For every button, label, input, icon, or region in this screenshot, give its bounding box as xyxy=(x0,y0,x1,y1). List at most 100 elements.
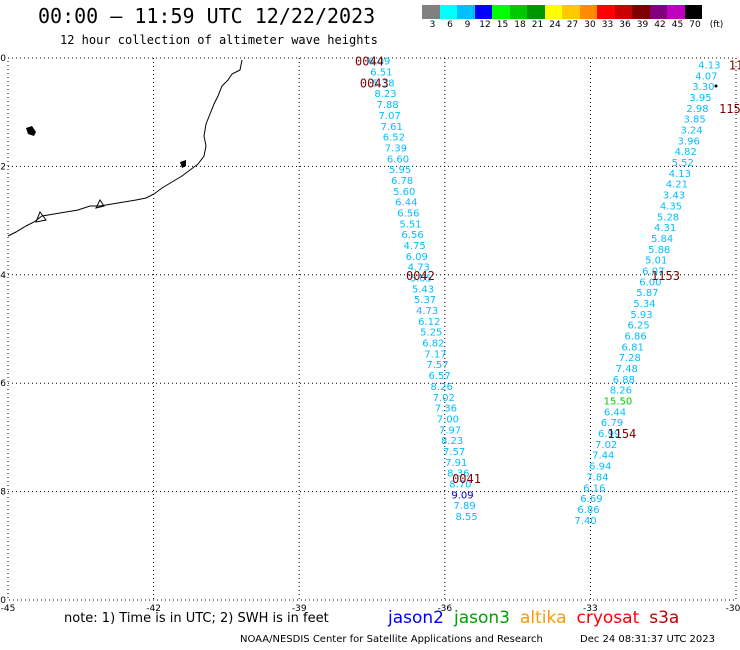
wave-height-label: 6.25 xyxy=(627,321,649,332)
map-frame xyxy=(7,57,737,601)
legend-jason3: jason3 xyxy=(454,608,510,628)
pass-time-label: 1153 xyxy=(651,269,680,283)
wave-height-label: 4.35 xyxy=(660,201,682,212)
wave-height-label: 7.36 xyxy=(435,404,457,415)
wave-height-label: 7.89 xyxy=(453,501,475,512)
longitude-tick-label: -36 xyxy=(437,604,452,614)
wave-height-label: 4.82 xyxy=(675,147,697,158)
wave-height-label: 6.88 xyxy=(613,375,635,386)
wave-height-label: 4.13 xyxy=(698,61,720,72)
wave-height-label: 6.94 xyxy=(589,462,611,473)
wave-height-label: 6.09 xyxy=(406,252,428,263)
longitude-tick-label: -33 xyxy=(583,604,598,614)
wave-height-label: 7.48 xyxy=(616,364,638,375)
wave-height-label: 3.30 xyxy=(692,82,714,93)
wave-height-label: 7.44 xyxy=(592,451,614,462)
page-title: 00:00 – 11:59 UTC 12/22/2023 xyxy=(38,4,376,28)
color-scale-label: 6 xyxy=(447,20,453,30)
color-scale-label: 33 xyxy=(601,20,614,30)
wave-height-label: 5.87 xyxy=(636,288,658,299)
color-scale-label: 18 xyxy=(514,20,526,30)
wave-height-label: 8.26 xyxy=(431,382,453,393)
wave-height-label: 7.17 xyxy=(424,349,446,360)
wave-height-label: 5.51 xyxy=(399,219,421,230)
wave-height-label: 5.93 xyxy=(630,310,652,321)
bay-outline xyxy=(35,210,47,223)
pass-time-label: 0041 xyxy=(452,472,481,486)
wave-height-label: 6.99 xyxy=(598,429,620,440)
color-swatch xyxy=(667,5,685,19)
color-swatch xyxy=(527,5,545,19)
color-scale-label: 3 xyxy=(429,20,436,30)
coastline xyxy=(7,59,243,237)
wave-height-label: 3.95 xyxy=(689,93,711,104)
latitude-tick-label: -22 xyxy=(0,162,6,172)
wave-height-label: 4.75 xyxy=(404,241,426,252)
wave-height-label: 6.81 xyxy=(622,342,644,353)
color-scale-label: 9 xyxy=(464,20,471,30)
wave-height-label: 5.25 xyxy=(420,328,442,339)
lat-lon-grid xyxy=(8,58,736,600)
latitude-tick-label: -26 xyxy=(0,379,6,389)
wave-height-label: 6.09 xyxy=(368,57,390,68)
color-swatch xyxy=(492,5,510,19)
wave-height-label: 5.37 xyxy=(414,295,436,306)
color-swatch xyxy=(614,5,632,19)
color-scale-label: 39 xyxy=(636,20,649,30)
wave-height-label: 6.44 xyxy=(395,198,417,209)
wave-height-label: 5.43 xyxy=(412,284,434,295)
wave-height-label: 8.26 xyxy=(610,386,632,397)
wave-height-label: 5.88 xyxy=(648,245,670,256)
wave-height-label: 4.13 xyxy=(669,169,691,180)
legend-s3a: s3a xyxy=(649,608,680,628)
pass-time-label: 1154 xyxy=(607,427,636,441)
wave-height-label: 5.34 xyxy=(633,299,655,310)
longitude-tick-label: -39 xyxy=(292,604,307,614)
map-border xyxy=(7,57,737,601)
color-swatch xyxy=(544,5,562,19)
wave-height-label: 5.01 xyxy=(645,256,667,267)
footer-note: note: 1) Time is in UTC; 2) SWH is in fe… xyxy=(64,611,329,626)
wave-height-label: 7.00 xyxy=(437,414,459,425)
axis-tick-labels: -45 -42 -39 -36 -33 -30 -20 -22 -24 -26 -28 -30 xyxy=(0,54,740,614)
longitude-tick-label: -30 xyxy=(726,604,740,614)
color-swatch xyxy=(509,5,527,19)
color-swatch xyxy=(632,5,650,19)
pass-time-label: 0044 xyxy=(355,55,384,69)
color-scale-label: 36 xyxy=(619,20,631,30)
wave-height-label: 5.38 xyxy=(372,78,394,89)
satellite-legend: jason2 jason3 altika cryosat s3a xyxy=(388,608,679,628)
wave-height-label: 15.50 xyxy=(604,397,633,408)
color-scale-label: 27 xyxy=(566,20,579,30)
wave-height-label: 6.82 xyxy=(422,339,444,350)
legend-altika: altika xyxy=(520,608,567,628)
wave-height-label: 6.56 xyxy=(397,208,419,219)
color-scale-label: 42 xyxy=(654,20,666,30)
wave-height-label: 7.39 xyxy=(385,143,407,154)
wave-height-label: 5.28 xyxy=(657,212,679,223)
track-end-dot xyxy=(714,84,718,88)
wave-height-label: 6.78 xyxy=(391,176,413,187)
wave-height-label: 8.55 xyxy=(456,512,478,523)
wave-height-label: 7.02 xyxy=(433,393,455,404)
wave-height-label: 6.60 xyxy=(387,154,409,165)
wave-height-label: 8.23 xyxy=(374,89,396,100)
legend-cryosat: cryosat xyxy=(576,608,640,628)
wave-height-label: 6.52 xyxy=(383,133,405,144)
wave-height-label: 7.02 xyxy=(595,440,617,451)
wave-height-label: 7.28 xyxy=(619,353,641,364)
wave-height-label: 2.98 xyxy=(686,104,708,115)
wave-height-label: 3.24 xyxy=(680,126,702,137)
wave-height-label: 8.70 xyxy=(449,479,471,490)
wave-height-label: 7.91 xyxy=(445,458,467,469)
wave-height-label: 4.31 xyxy=(654,223,676,234)
wave-height-label: 6.12 xyxy=(418,317,440,328)
wave-height-label: 4.07 xyxy=(695,71,717,82)
credit-line: NOAA/NESDIS Center for Satellite Applica… xyxy=(240,634,543,645)
pass-time-label: 115 xyxy=(729,59,740,73)
bay-outline xyxy=(95,199,105,209)
wave-height-label: 7.57 xyxy=(443,447,465,458)
wave-height-label: 8.23 xyxy=(441,436,463,447)
color-scale-label: (ft) xyxy=(709,20,724,30)
